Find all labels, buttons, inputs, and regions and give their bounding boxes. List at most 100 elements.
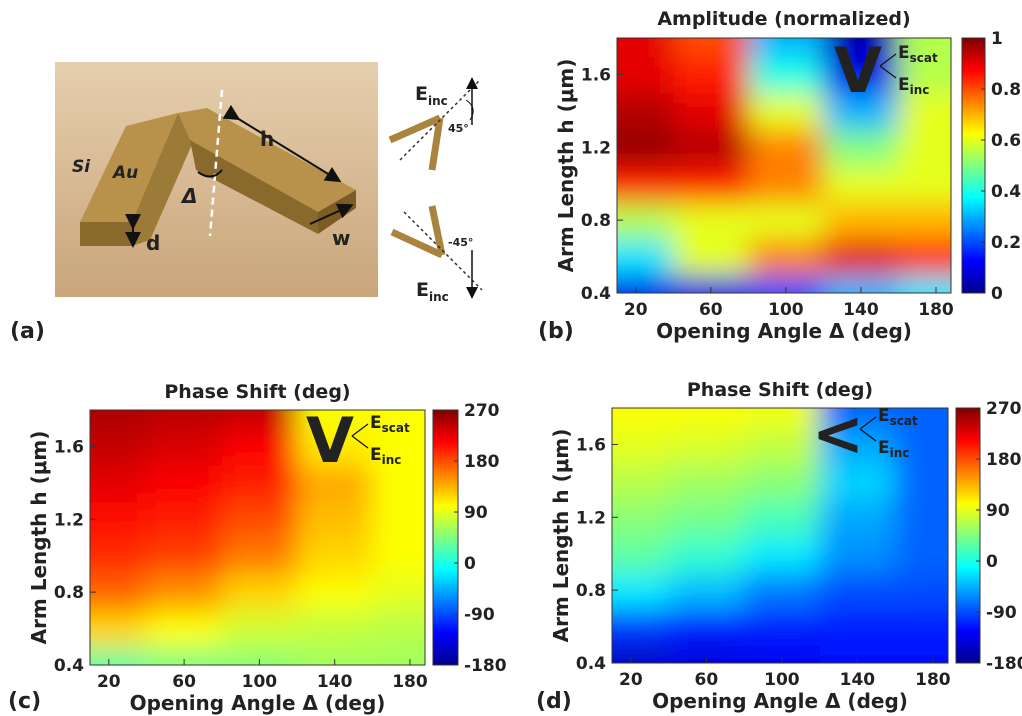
heatmap-cell — [820, 499, 897, 536]
y-tick-label: 0.4 — [581, 284, 611, 304]
y-axis-label: Arm Length h (μm) — [27, 431, 51, 645]
inset-label: E — [898, 43, 910, 63]
y-tick-label: 0.4 — [576, 654, 606, 674]
y-tick-label: 1.6 — [576, 435, 606, 455]
label: inc — [429, 290, 449, 304]
heatmap-cells — [572, 368, 989, 704]
inset-label: inc — [382, 453, 402, 467]
colorbar-tick-label: 180 — [986, 450, 1022, 470]
v-arm — [390, 118, 440, 140]
x-tick-label: 20 — [624, 300, 648, 320]
inset-label: inc — [910, 83, 930, 97]
x-axis-label: Opening Angle Δ (deg) — [652, 689, 908, 713]
figure: Si Au h Δ d w Einc 45° -45° Einc (a) (b)… — [0, 0, 1022, 716]
panel-label: (a) — [10, 319, 45, 344]
x-tick-label: 180 — [915, 670, 951, 690]
heatmap-cell — [673, 56, 749, 93]
heatmap-cell — [748, 129, 824, 166]
heatmap-cell — [572, 463, 670, 500]
colorbar-tick-label: 0.4 — [991, 182, 1021, 202]
heatmap-panel: 20601001401800.40.81.21.6Amplitude (norm… — [554, 0, 1021, 343]
colorbar-tick-label: 0.2 — [991, 233, 1021, 253]
heatmap-cell — [222, 538, 298, 575]
guide — [400, 80, 480, 160]
colorbar-tick-label: 270 — [464, 401, 500, 421]
heatmap-cell — [577, 238, 674, 275]
x-tick-label: 60 — [695, 670, 719, 690]
colorbar-tick-label: 180 — [464, 452, 500, 472]
inset-label: E — [878, 438, 890, 458]
heatmap-cell — [744, 463, 821, 500]
label: E — [416, 279, 429, 301]
inset-label: E — [878, 406, 890, 426]
heatmap-cell — [50, 610, 147, 647]
heatmap-cell — [673, 202, 749, 239]
heatmap-cell — [297, 574, 373, 611]
label: 45° — [448, 122, 469, 135]
heatmap-cell — [673, 166, 749, 203]
heatmap-cell — [222, 574, 298, 611]
y-axis-label: Arm Length h (μm) — [554, 59, 578, 273]
label: d — [146, 231, 160, 255]
y-tick-label: 0.8 — [54, 583, 84, 603]
y-tick-label: 1.6 — [581, 65, 611, 85]
label: Δ — [180, 184, 197, 208]
heatmap-cell — [673, 238, 749, 275]
x-tick-label: 140 — [317, 672, 353, 692]
colorbar-tick-label: 0.8 — [991, 80, 1021, 100]
heatmap-cell — [50, 370, 147, 429]
colorbar-tick-label: 1 — [991, 29, 1003, 49]
label: Si — [72, 157, 91, 177]
heatmap-cell — [820, 536, 897, 573]
label: Au — [111, 163, 138, 183]
v-arm — [432, 118, 440, 170]
label: inc — [428, 94, 448, 108]
inset-symbol: V — [306, 404, 354, 477]
x-tick-label: 100 — [768, 300, 804, 320]
inset-label: E — [898, 75, 910, 95]
colorbar-tick-label: 0 — [464, 554, 476, 574]
heatmap-cell — [748, 93, 824, 130]
x-tick-label: 180 — [918, 300, 954, 320]
label: E — [415, 83, 428, 105]
x-tick-label: 140 — [840, 670, 876, 690]
colorbar-tick-label: 90 — [986, 501, 1010, 521]
colorbar-tick-label: -180 — [986, 654, 1022, 674]
heatmap-cell — [820, 608, 897, 645]
colorbar — [433, 410, 458, 665]
heatmap-cell — [744, 499, 821, 536]
inset-label: scat — [890, 414, 918, 428]
y-tick-label: 0.4 — [54, 656, 84, 676]
heatmap-cell — [222, 610, 298, 647]
heatmap-cell — [572, 536, 670, 573]
heatmap-cell — [823, 238, 899, 275]
heatmap-cell — [744, 608, 821, 645]
x-tick-label: 180 — [392, 672, 428, 692]
inset-label: E — [370, 445, 382, 465]
label: h — [260, 127, 274, 151]
colorbar — [956, 408, 980, 663]
y-tick-label: 1.2 — [581, 138, 611, 158]
heatmap-cell — [744, 572, 821, 609]
heatmap-cell — [669, 536, 746, 573]
x-tick-label: 140 — [843, 300, 879, 320]
inset-label: E — [370, 413, 382, 433]
label: w — [332, 226, 350, 250]
heatmap-panel: 20601001401800.40.81.21.6Phase Shift (de… — [27, 370, 507, 715]
panel-label: (c) — [8, 689, 41, 714]
colorbar — [962, 38, 985, 293]
arm-side — [80, 222, 132, 246]
heatmap-cell — [50, 538, 147, 575]
colorbar-tick-label: 0.6 — [991, 131, 1021, 151]
x-axis-label: Opening Angle Δ (deg) — [656, 319, 912, 343]
heatmap-cell — [222, 465, 298, 502]
heatmap-cell — [823, 166, 899, 203]
heatmap-cell — [222, 428, 298, 465]
colorbar-tick-label: 90 — [464, 503, 488, 523]
panel-label: (d) — [536, 689, 572, 714]
heatmap-cell — [146, 428, 222, 465]
heatmap-cell — [577, 93, 674, 130]
colorbar-tick-label: -180 — [464, 656, 507, 676]
heatmap-cell — [297, 501, 373, 538]
heatmap-cell — [146, 610, 222, 647]
